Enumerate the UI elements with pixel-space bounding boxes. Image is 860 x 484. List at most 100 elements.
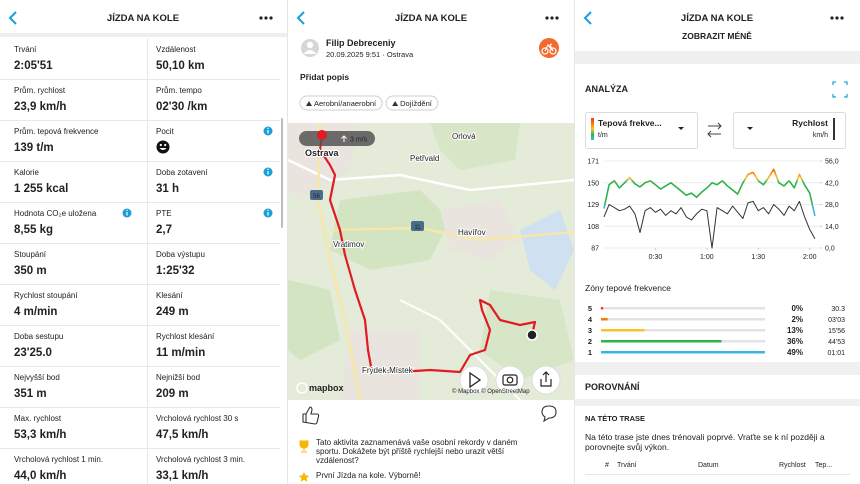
- play-button[interactable]: [459, 365, 489, 395]
- info-dot: [267, 127, 269, 129]
- more-button[interactable]: [545, 16, 559, 20]
- selector-unit: t/m: [598, 132, 608, 139]
- more-button[interactable]: [830, 16, 844, 20]
- map[interactable]: Ostrava Orlová Petřvald Vratimov Havířov Frýd…: [288, 123, 574, 400]
- map-logo: mapbox: [309, 383, 344, 393]
- back-button[interactable]: [8, 11, 17, 25]
- info-icon[interactable]: [122, 208, 132, 218]
- eye: [164, 143, 167, 147]
- selector-label: Tepová frekve...: [598, 118, 662, 128]
- stat-value: 33,1 km/h: [156, 470, 208, 482]
- zone-duration: 30.3: [831, 306, 845, 313]
- stat-label: Stoupání: [14, 250, 47, 259]
- stat-value: 209 m: [156, 388, 189, 400]
- info-icon[interactable]: [263, 167, 273, 177]
- series-line: [603, 168, 816, 217]
- stat-label: Nejvyšší bod: [14, 373, 60, 382]
- info-icon[interactable]: [263, 126, 273, 136]
- header-title: JÍZDA NA KOLE: [681, 13, 753, 24]
- stat-value: 47,5 km/h: [156, 429, 208, 441]
- stat-value: 350 m: [14, 265, 47, 277]
- expand-button[interactable]: [832, 81, 848, 98]
- stat-value: 1:25'32: [156, 265, 195, 277]
- selector-right[interactable]: [733, 112, 846, 149]
- stat-value: 249 m: [156, 306, 189, 318]
- avatar-body: [303, 50, 317, 54]
- zone-percent: 13%: [787, 326, 803, 335]
- tag[interactable]: Aerobní/anaerobní: [299, 95, 383, 111]
- zone-bar: [601, 329, 645, 332]
- zone-number: 2: [588, 337, 592, 346]
- road-number: 56: [313, 194, 320, 200]
- activity-date: 20.09.2025 9:51 · Ostrava: [326, 50, 414, 59]
- achievement-text: sportu. Dokážete být příště rychlejší ne…: [316, 447, 505, 456]
- selector-unit: km/h: [813, 132, 828, 139]
- stat-value: 4 m/min: [14, 306, 57, 318]
- stat-value: 50,10 km: [156, 60, 205, 72]
- selector-left[interactable]: [585, 112, 698, 149]
- separator: [575, 362, 860, 375]
- subsection-title: NA TÉTO TRASE: [585, 414, 645, 423]
- like-button[interactable]: [302, 406, 320, 425]
- zone-bar: [601, 351, 765, 354]
- swap-button[interactable]: [707, 122, 722, 138]
- road-number: 11: [414, 225, 421, 231]
- stat-label: PTE: [156, 209, 172, 218]
- separator: [575, 51, 860, 64]
- user-name: Filip Debreceniy: [326, 38, 396, 48]
- info-dot: [126, 209, 128, 211]
- y-tick-label: 87: [591, 246, 599, 253]
- info-dot: [267, 209, 269, 211]
- back-button[interactable]: [583, 11, 592, 25]
- tag-icon: [392, 101, 399, 106]
- stat-value: 31 h: [156, 183, 179, 195]
- stat-value: 139 t/m: [14, 142, 54, 154]
- star-icon: [298, 472, 310, 482]
- stat-label: Rychlost klesání: [156, 332, 215, 341]
- speed-legend-bar: [833, 118, 835, 140]
- comment-button[interactable]: [541, 405, 557, 423]
- hr-legend-bar: [591, 118, 594, 140]
- stat-label: Doba zotavení: [156, 168, 208, 177]
- x-tick-label: 1:30: [751, 254, 765, 261]
- tag-label: Aerobní/anaerobní: [314, 99, 377, 108]
- x-tick-label: 1:00: [700, 254, 714, 261]
- map-attribution: © Mapbox © OpenStreetMap: [452, 388, 530, 395]
- y-tick-label: 129: [587, 202, 599, 209]
- back-button[interactable]: [296, 11, 305, 25]
- stat-label: Klesání: [156, 291, 183, 300]
- zone-track: [601, 307, 765, 310]
- place-label: Frýdek-Místek: [362, 366, 414, 375]
- zone-percent: 2%: [791, 315, 803, 324]
- y2-tick-label: 56,0: [825, 159, 839, 166]
- stat-value: 2:05'51: [14, 60, 53, 72]
- photo-button[interactable]: [495, 365, 525, 395]
- zone-duration: 44'53: [828, 339, 845, 346]
- series-line: [603, 200, 816, 249]
- dropdown-arrow: [747, 127, 753, 130]
- stat-label: Vrcholová rychlost 1 min.: [14, 455, 103, 464]
- stat-value: 11 m/min: [156, 347, 205, 359]
- x-tick-label: 0:30: [649, 254, 663, 261]
- info-mark: [267, 212, 269, 216]
- zone-number: 4: [588, 315, 593, 324]
- add-description[interactable]: Přidat popis: [300, 72, 349, 82]
- tag[interactable]: Dojíždění: [385, 95, 439, 111]
- info-icon[interactable]: [263, 208, 273, 218]
- map-badge: 3 m/s: [350, 137, 368, 144]
- table-header: Trvání: [617, 462, 637, 469]
- dropdown-arrow: [678, 127, 684, 130]
- table-header: Tep...: [815, 462, 832, 469]
- stat-label: Doba sestupu: [14, 332, 63, 341]
- stat-value: 8,55 kg: [14, 224, 53, 236]
- table-header: #: [605, 462, 609, 469]
- y2-tick-label: 42,0: [825, 180, 839, 187]
- more-button[interactable]: [259, 16, 273, 20]
- stat-label: Prům. rychlost: [14, 86, 66, 95]
- share-button[interactable]: [531, 365, 561, 395]
- zone-duration: 03'03: [828, 317, 845, 324]
- stat-value: 44,0 km/h: [14, 470, 66, 482]
- table-header: Rychlost: [779, 462, 806, 469]
- info-mark: [126, 212, 128, 216]
- show-less[interactable]: ZOBRAZIT MÉNĚ: [682, 30, 752, 41]
